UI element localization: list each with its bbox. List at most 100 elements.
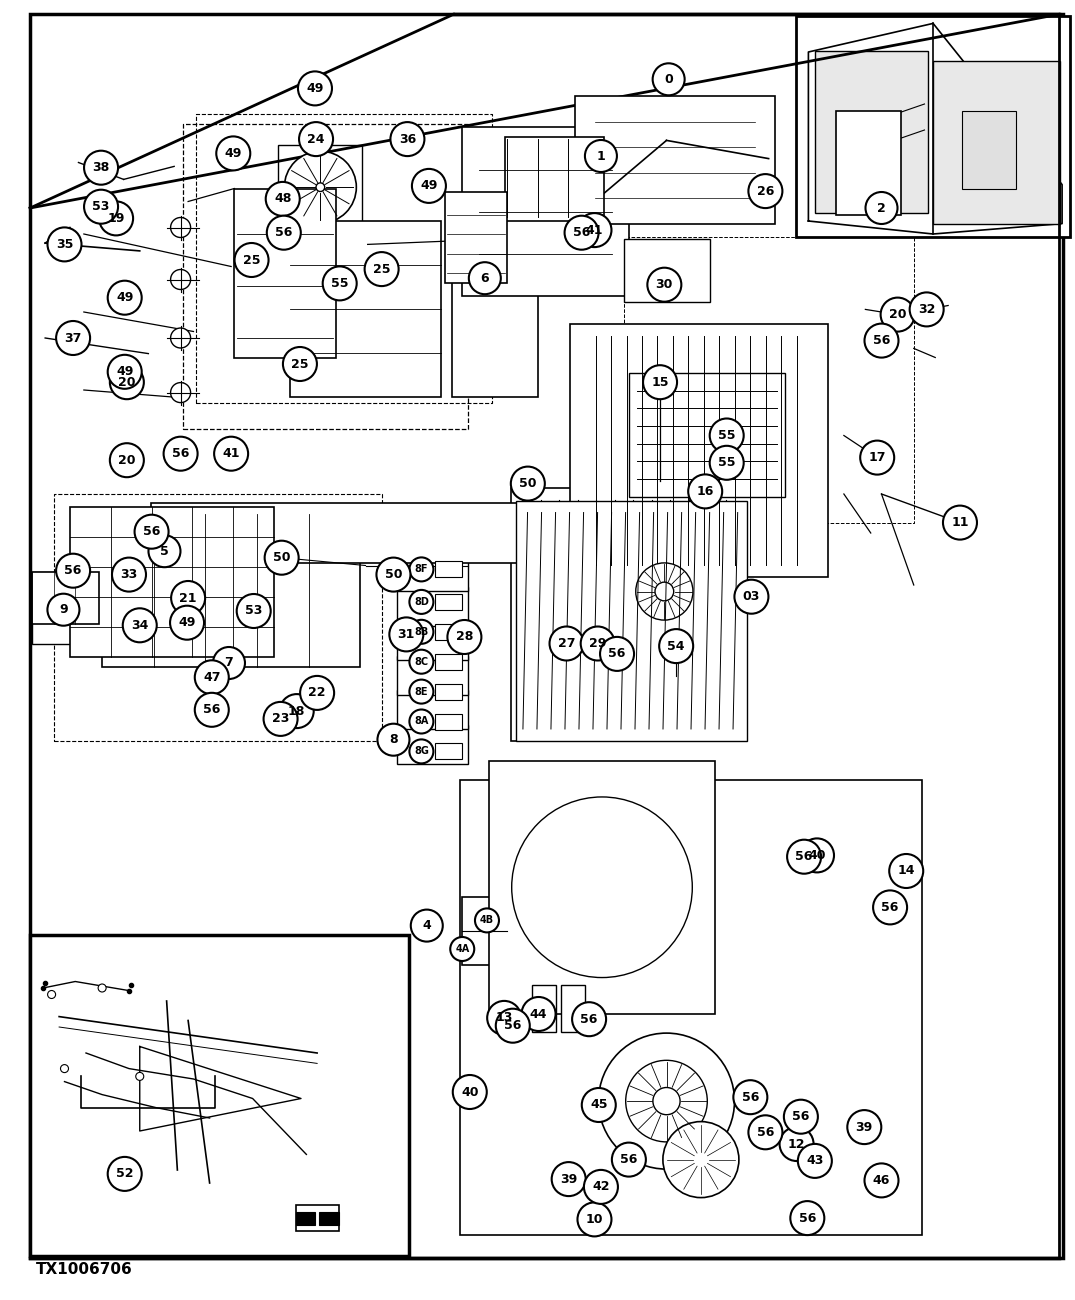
Text: 7: 7 [225,656,233,670]
Text: 4B: 4B [479,915,494,926]
Circle shape [582,1088,616,1122]
Circle shape [298,72,332,105]
Circle shape [410,558,433,581]
Text: 13: 13 [496,1011,513,1024]
Circle shape [135,1072,144,1080]
Text: 56: 56 [580,1013,598,1026]
Circle shape [123,608,157,642]
Text: 8C: 8C [414,656,429,667]
Circle shape [195,693,229,727]
Circle shape [787,840,821,874]
Circle shape [577,1202,612,1236]
Circle shape [410,680,433,703]
Bar [435,744,462,759]
Text: 26: 26 [757,185,774,198]
Circle shape [112,558,146,592]
Bar [435,624,462,640]
Text: 56: 56 [64,564,82,577]
Circle shape [889,854,923,888]
Bar [933,61,1060,224]
Bar [462,897,507,965]
Text: 40: 40 [808,849,826,862]
Text: 46: 46 [873,1174,890,1187]
Text: 0: 0 [664,73,673,86]
Bar [398,586,469,625]
Bar [815,51,928,213]
Text: 45: 45 [590,1098,607,1112]
Bar [32,572,99,624]
Circle shape [266,182,300,216]
Text: 56: 56 [275,226,292,239]
Circle shape [710,446,744,480]
Circle shape [213,647,245,679]
Text: 47: 47 [203,671,220,684]
Text: 42: 42 [592,1180,610,1193]
Bar [296,1212,315,1225]
Bar [629,373,785,497]
Text: 03: 03 [743,590,760,603]
Bar [435,562,462,577]
Circle shape [299,122,333,156]
Circle shape [748,1115,783,1149]
Circle shape [748,174,783,208]
Text: 39: 39 [856,1121,873,1134]
Bar [435,684,462,699]
Bar [505,136,604,221]
Circle shape [798,1144,832,1178]
Circle shape [447,620,482,654]
Circle shape [412,169,446,203]
Circle shape [214,437,248,471]
Circle shape [47,227,82,261]
Circle shape [410,710,433,733]
Circle shape [469,263,501,294]
Circle shape [171,269,190,290]
Text: 56: 56 [742,1091,759,1104]
Circle shape [613,540,716,644]
Circle shape [860,441,894,474]
Circle shape [377,724,410,755]
Text: 56: 56 [873,334,890,347]
Bar [278,146,362,229]
Circle shape [56,321,90,355]
Circle shape [285,151,356,224]
Circle shape [943,506,977,540]
Text: 49: 49 [116,291,133,304]
Circle shape [612,1143,646,1176]
Circle shape [496,1009,530,1043]
Circle shape [171,328,190,348]
Text: 8G: 8G [414,746,429,757]
Bar [532,985,556,1032]
Circle shape [511,467,545,500]
Circle shape [60,1065,69,1072]
Circle shape [864,1164,899,1197]
Text: 48: 48 [274,192,291,205]
Circle shape [551,1162,586,1196]
Text: 50: 50 [273,551,290,564]
Circle shape [800,838,834,872]
Text: 56: 56 [573,226,590,239]
Text: 49: 49 [116,365,133,378]
Circle shape [600,637,634,671]
Circle shape [663,1122,739,1197]
Text: 49: 49 [178,616,196,629]
Circle shape [585,140,617,172]
Text: 50: 50 [519,477,536,490]
Text: 11: 11 [951,516,969,529]
Circle shape [56,554,90,588]
Bar [575,96,775,224]
Circle shape [110,443,144,477]
Text: 20: 20 [889,308,906,321]
Bar [796,16,1070,237]
Circle shape [47,991,56,998]
Text: 34: 34 [131,619,148,632]
Circle shape [659,629,693,663]
Circle shape [108,355,142,389]
Circle shape [733,1080,768,1114]
Text: 25: 25 [291,358,309,370]
Circle shape [110,365,144,399]
Text: 56: 56 [504,1019,521,1032]
Bar [435,714,462,729]
Text: 38: 38 [92,161,110,174]
Text: 18: 18 [288,705,305,718]
Text: 14: 14 [898,864,915,878]
